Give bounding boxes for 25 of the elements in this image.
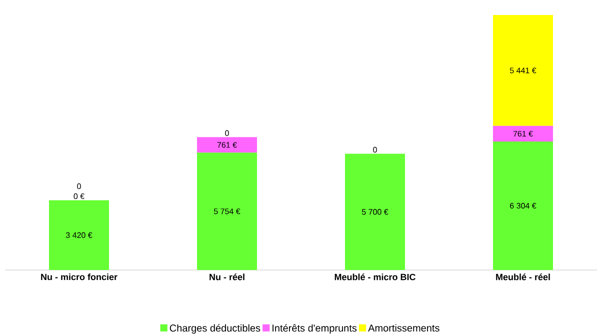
data-label: 0 xyxy=(373,146,377,153)
legend-label: Intérêts d'emprunts xyxy=(272,324,357,334)
legend-label: Amortissements xyxy=(368,324,440,332)
data-label: 6 304 € xyxy=(510,202,536,209)
bar xyxy=(345,154,405,270)
data-label: 761 € xyxy=(217,142,237,148)
data-label: 5 700 € xyxy=(362,209,388,215)
bar xyxy=(49,200,110,270)
data-label: 5 441 € xyxy=(510,68,536,74)
legend-label: Charges déductibles xyxy=(170,324,260,334)
data-label: 0 € xyxy=(74,193,84,200)
x-tick-label: Meublé - micro BIC xyxy=(334,274,416,280)
bar xyxy=(493,141,553,270)
data-label: 0 xyxy=(225,130,229,136)
bar xyxy=(493,14,553,126)
bar xyxy=(197,137,258,153)
x-tick-label: Meublé - réel xyxy=(496,274,550,280)
data-label: 761 € xyxy=(513,130,533,137)
x-tick-label: Nu - réel xyxy=(210,274,244,280)
bar xyxy=(197,152,258,270)
bar xyxy=(493,126,553,142)
data-label: 5 754 € xyxy=(214,208,240,214)
x-tick-label: Nu - micro foncier xyxy=(41,274,118,280)
data-label: 3 420 € xyxy=(66,232,92,238)
data-label: 0 xyxy=(77,183,81,190)
